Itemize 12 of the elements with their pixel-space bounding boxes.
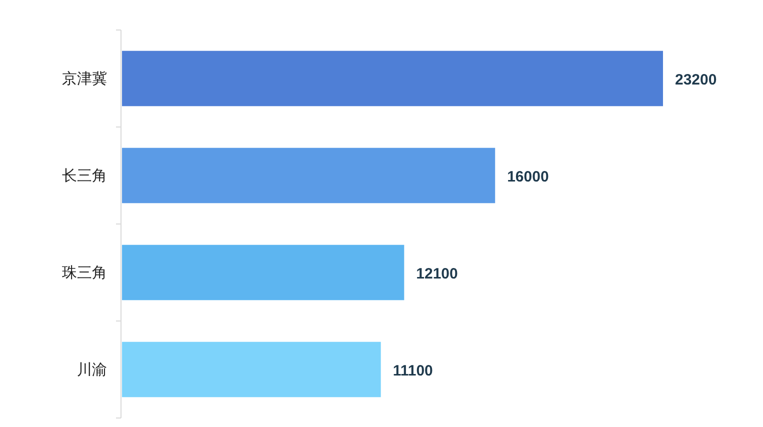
bar: [122, 148, 496, 204]
bar: [122, 50, 663, 106]
y-tick-label: 京津冀: [62, 70, 107, 88]
bar: [122, 342, 381, 398]
data-label: 12100: [416, 266, 458, 282]
bar: [122, 244, 404, 300]
y-tick-label: 长三角: [62, 168, 107, 184]
y-tick-label: 川渝: [77, 362, 107, 378]
data-label: 11100: [392, 362, 433, 380]
data-label: 16000: [507, 168, 549, 186]
y-tick-label: 珠三角: [62, 264, 107, 282]
data-label: 23200: [675, 72, 717, 88]
